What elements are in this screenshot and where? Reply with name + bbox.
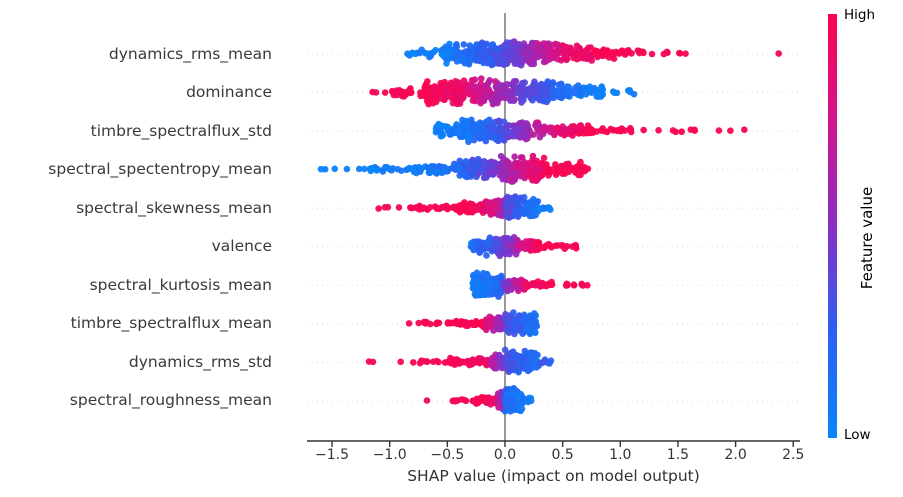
colorbar-title: Feature value [858, 186, 876, 290]
feature-label-spectral_roughness_mean: spectral_roughness_mean [69, 391, 272, 410]
colorbar-low-label: Low [844, 427, 871, 443]
x-tick-label-−0.5: −0.5 [430, 447, 465, 463]
x-tick-label-1.0: 1.0 [609, 447, 632, 463]
x-tick-label-−1.5: −1.5 [315, 447, 350, 463]
feature-label-timbre_spectralflux_std: timbre_spectralflux_std [90, 121, 272, 140]
x-tick-label-−1.0: −1.0 [372, 447, 407, 463]
x-axis-title: SHAP value (impact on model output) [407, 467, 700, 485]
feature-label-dynamics_rms_std: dynamics_rms_std [128, 352, 272, 371]
feature-label-spectral_skewness_mean: spectral_skewness_mean [76, 198, 272, 217]
x-tick-label-0.0: 0.0 [493, 447, 517, 463]
x-tick-label-2.5: 2.5 [782, 447, 805, 463]
feature-label-spectral_spectentropy_mean: spectral_spectentropy_mean [48, 160, 272, 179]
x-tick-label-1.5: 1.5 [666, 447, 690, 463]
x-tick-label-0.5: 0.5 [551, 447, 574, 463]
colorbar [828, 14, 837, 438]
feature-label-dominance: dominance [186, 83, 272, 102]
feature-label-valence: valence [211, 237, 272, 256]
feature-label-timbre_spectralflux_mean: timbre_spectralflux_mean [70, 314, 272, 333]
feature-label-dynamics_rms_mean: dynamics_rms_mean [108, 44, 272, 63]
x-tick-label-2.0: 2.0 [724, 447, 747, 463]
feature-label-spectral_kurtosis_mean: spectral_kurtosis_mean [89, 275, 272, 294]
colorbar-high-label: High [844, 7, 876, 23]
